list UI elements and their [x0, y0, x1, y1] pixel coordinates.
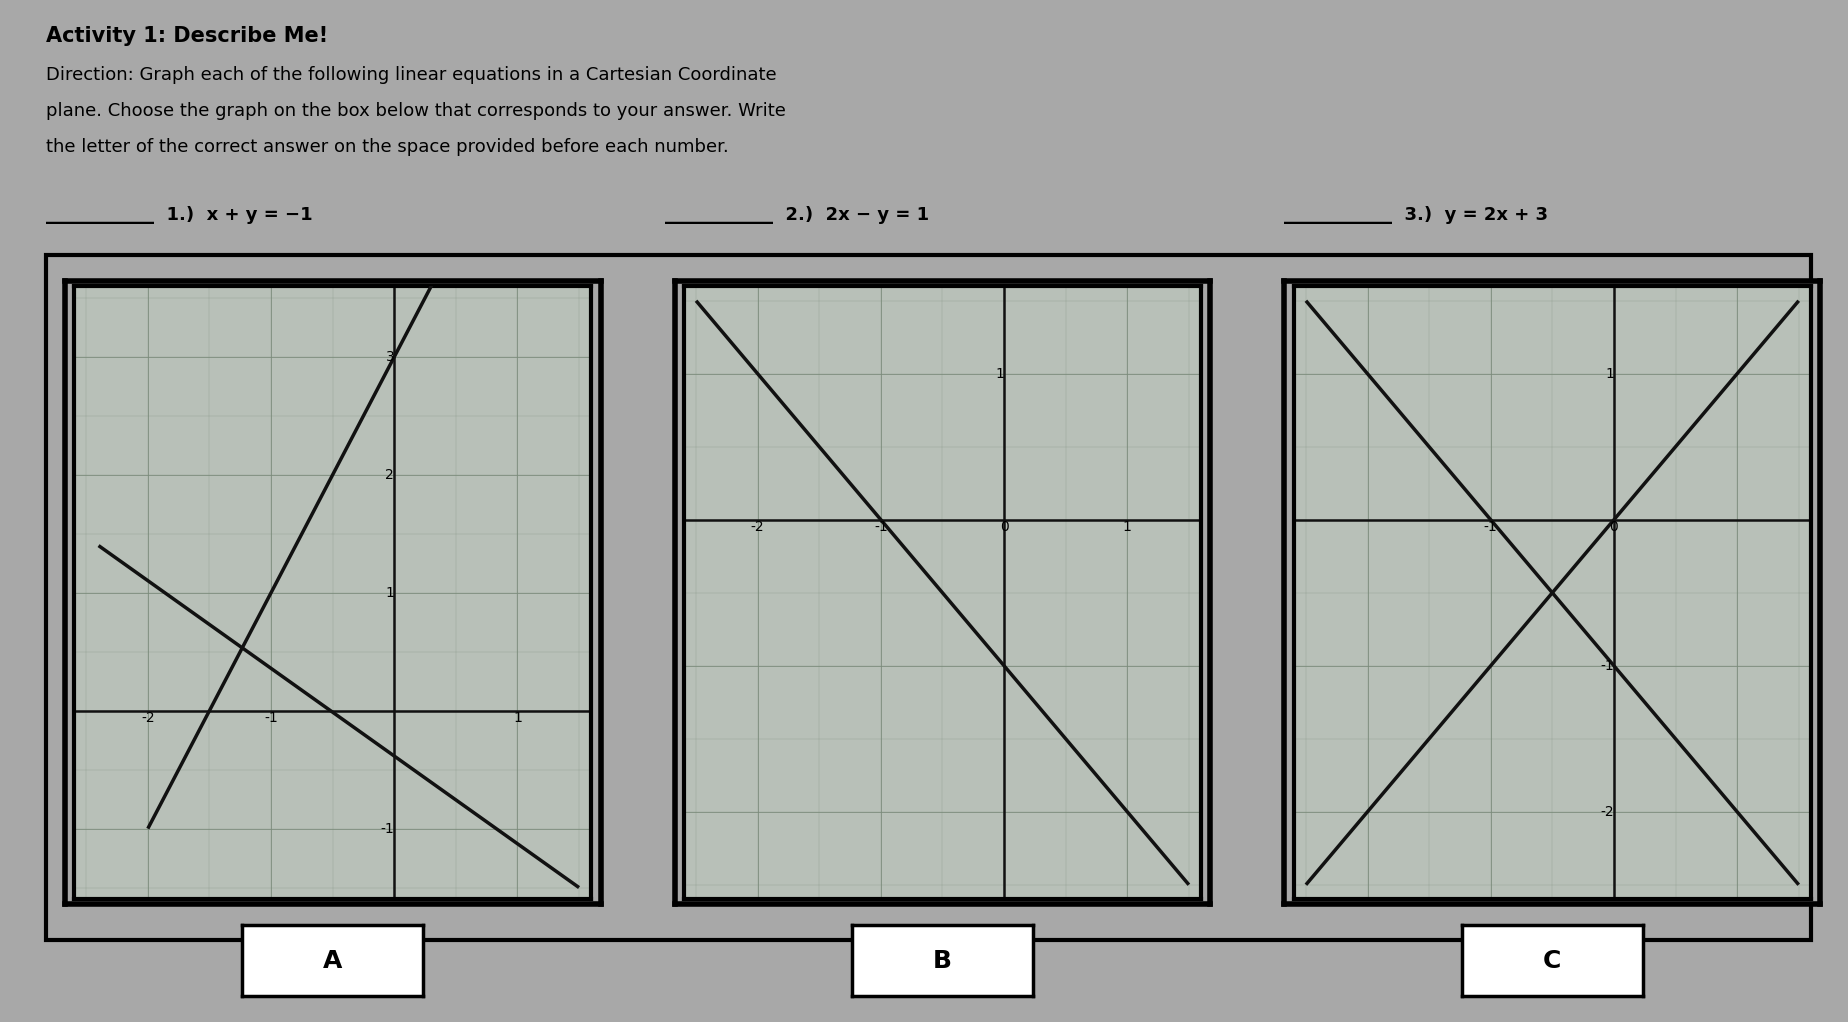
Text: Activity 1: Describe Me!: Activity 1: Describe Me! [46, 26, 329, 46]
Text: 0: 0 [1610, 520, 1619, 533]
FancyBboxPatch shape [46, 256, 1811, 940]
Text: ____________  3.)  y = 2x + 3: ____________ 3.) y = 2x + 3 [1284, 205, 1549, 224]
Text: the letter of the correct answer on the space provided before each number.: the letter of the correct answer on the … [46, 138, 728, 156]
Text: 1: 1 [1124, 520, 1131, 533]
Text: -1: -1 [874, 520, 887, 533]
Text: 1: 1 [996, 367, 1003, 381]
Text: Direction: Graph each of the following linear equations in a Cartesian Coordinat: Direction: Graph each of the following l… [46, 66, 776, 85]
Text: 0: 0 [1000, 520, 1009, 533]
Text: -1: -1 [1484, 520, 1497, 533]
Text: -2: -2 [750, 520, 765, 533]
Text: 1: 1 [386, 586, 394, 600]
Text: A: A [323, 948, 342, 973]
Text: 1: 1 [1606, 367, 1613, 381]
Text: -1: -1 [264, 710, 277, 725]
Text: -2: -2 [140, 710, 155, 725]
Text: ____________  2.)  2x − y = 1: ____________ 2.) 2x − y = 1 [665, 205, 930, 224]
Text: -1: -1 [1600, 659, 1613, 672]
Text: ____________  1.)  x + y = −1: ____________ 1.) x + y = −1 [46, 205, 312, 224]
Text: 2: 2 [386, 468, 394, 481]
Text: -2: -2 [1600, 804, 1613, 819]
Text: plane. Choose the graph on the box below that corresponds to your answer. Write: plane. Choose the graph on the box below… [46, 102, 785, 121]
Text: 1: 1 [514, 710, 521, 725]
Text: B: B [933, 948, 952, 973]
Text: C: C [1543, 948, 1562, 973]
Text: -1: -1 [381, 822, 394, 836]
Text: 3: 3 [386, 350, 394, 364]
